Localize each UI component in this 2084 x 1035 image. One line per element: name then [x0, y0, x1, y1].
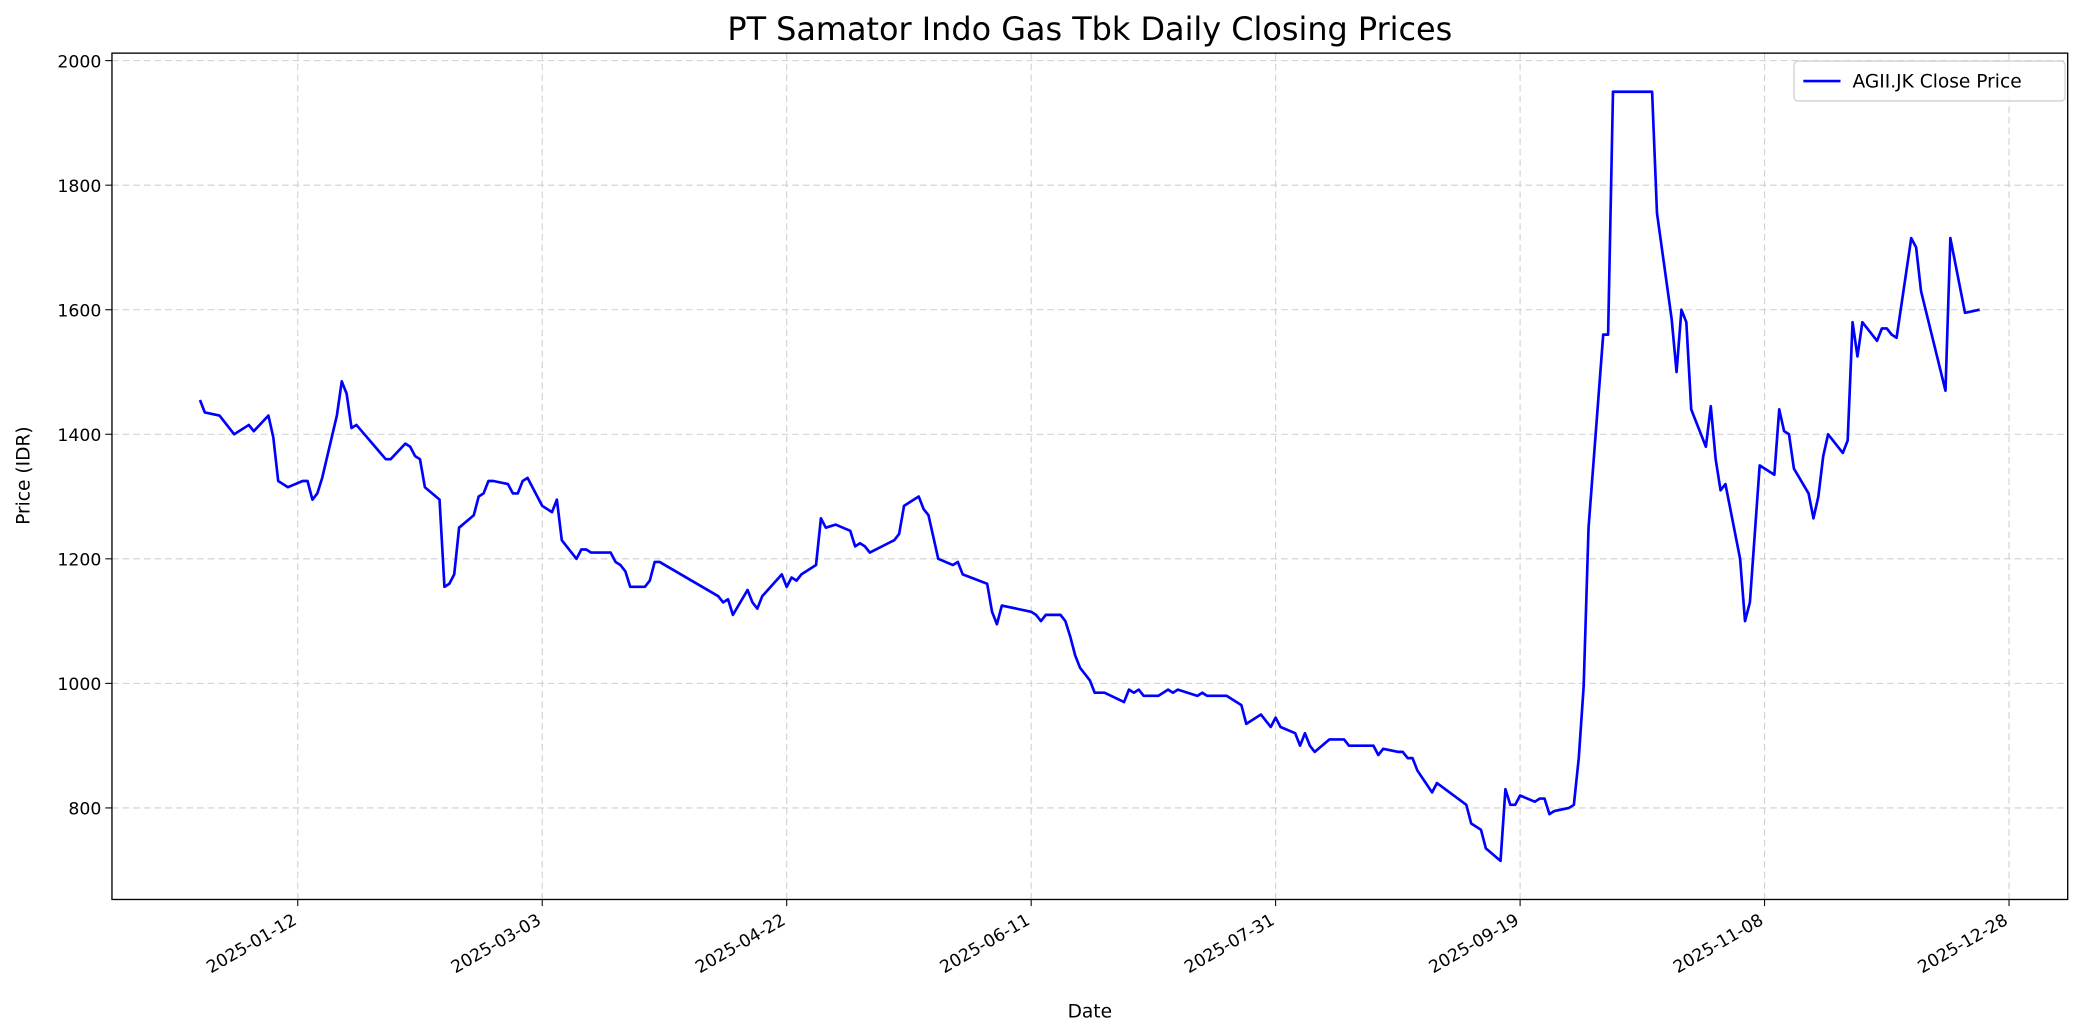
y-axis: 800 1000 1200 1400 1600 1800 2000: [57, 52, 112, 820]
y-tick-label: 1200: [57, 550, 101, 570]
legend: AGII.JK Close Price: [1793, 60, 2066, 102]
plot-frame: [111, 52, 2069, 901]
y-axis-label: Price (IDR): [14, 426, 35, 525]
series-line-close-price: [198, 90, 1980, 863]
y-tick-label: 1400: [57, 426, 101, 446]
legend-label: AGII.JK Close Price: [1852, 72, 2021, 93]
x-axis-label: Date: [1068, 1002, 1112, 1023]
y-tick-label: 1000: [57, 675, 101, 695]
grid: [111, 53, 2068, 900]
data-points: [199, 91, 1980, 861]
y-tick-label: 1800: [57, 177, 101, 197]
y-tick-label: 1600: [57, 301, 101, 321]
chart-title: PT Samator Indo Gas Tbk Daily Closing Pr…: [727, 10, 1452, 48]
y-tick-label: 2000: [57, 52, 101, 72]
y-tick-label: 800: [68, 800, 101, 820]
